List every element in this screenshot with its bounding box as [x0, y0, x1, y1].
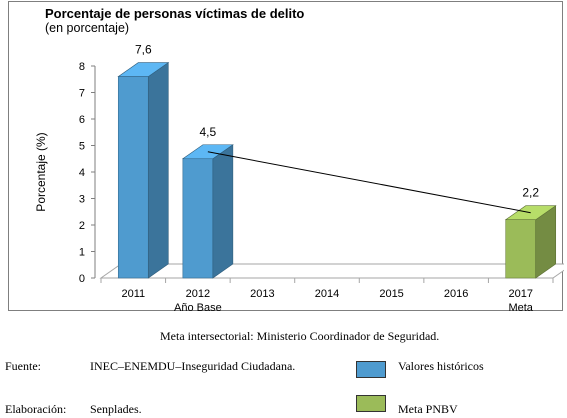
legend-label-historicos: Valores históricos [398, 359, 484, 373]
legend-swatch-historicos [356, 361, 386, 378]
y-tick-label: 2 [79, 220, 85, 232]
x-tick-label: 2014 [315, 288, 339, 300]
legend-swatch-meta [356, 395, 386, 412]
y-tick-label: 4 [79, 167, 85, 179]
footnote-meta: Meta intersectorial: Ministerio Coordina… [160, 329, 440, 343]
fuente-label: Fuente: [5, 359, 41, 373]
x-tick-label: 2015 [379, 288, 403, 300]
chart-floor [99, 263, 564, 279]
fuente-value: INEC–ENEMDU–Inseguridad Ciudadana. [90, 359, 296, 373]
y-tick-label: 1 [79, 247, 85, 259]
bar-top [117, 62, 170, 77]
bar [182, 158, 214, 279]
data-label: 4,5 [200, 125, 217, 139]
y-tick-label: 5 [79, 141, 85, 153]
x-tick-label: 2012 [186, 288, 210, 300]
data-label: 2,2 [522, 186, 539, 200]
x-tick-sublabel: Año Base [174, 302, 222, 312]
data-label: 7,6 [135, 43, 152, 57]
y-tick-label: 8 [79, 61, 85, 73]
y-tick-label: 6 [79, 114, 85, 126]
chart-svg: 0 1 2 3 4 5 6 7 8 Porcentaje (%) 2011 2012 Año Base 2… [34, 43, 564, 312]
x-tick-label: 2017 [508, 288, 532, 300]
y-axis-title: Porcentaje (%) [34, 132, 48, 211]
x-tick-label: 2013 [250, 288, 274, 300]
y-tick-label: 3 [79, 194, 85, 206]
x-tick-label: 2016 [444, 288, 468, 300]
chart-subtitle: (en porcentaje) [45, 21, 130, 35]
bar-side [212, 144, 234, 279]
chart-area: 0 1 2 3 4 5 6 7 8 Porcentaje (%) 2011 2012 Año Base 2… [8, 1, 564, 312]
chart-title: Porcentaje de personas víctimas de delit… [45, 6, 305, 21]
legend-label-meta: Meta PNBV [398, 402, 458, 416]
y-tick-label: 7 [79, 88, 85, 100]
elaboracion-label: Elaboración: [5, 402, 67, 416]
x-tick-label: 2011 [121, 288, 145, 300]
bar [117, 76, 149, 279]
bar [505, 219, 537, 279]
bar-side [147, 62, 169, 279]
y-tick-label: 0 [79, 273, 85, 285]
x-tick-sublabel: Meta [508, 302, 533, 312]
trend-line [207, 151, 531, 214]
elaboracion-value: Senplades. [90, 402, 142, 416]
